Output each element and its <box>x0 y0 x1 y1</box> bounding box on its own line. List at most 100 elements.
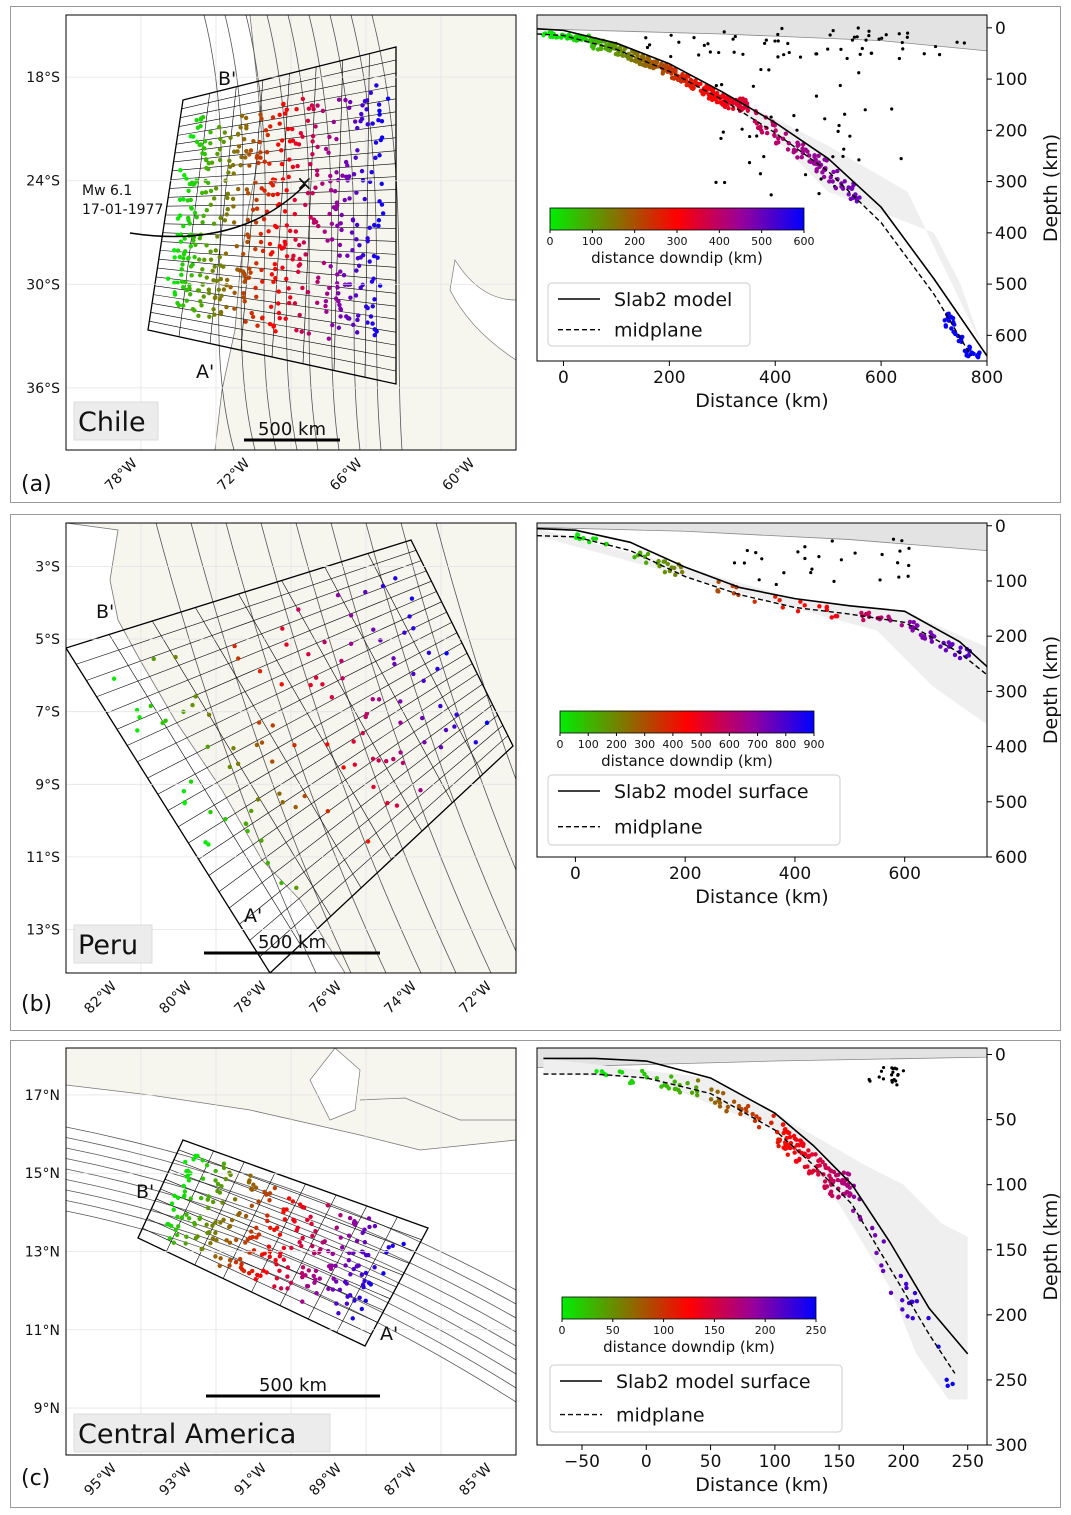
event-point <box>328 264 333 269</box>
event-point <box>896 1073 900 1077</box>
event-point <box>351 1266 356 1272</box>
event-point <box>731 37 735 41</box>
event-point <box>819 177 823 181</box>
event-point <box>270 723 275 728</box>
event-point <box>380 583 386 589</box>
event-point <box>266 1244 272 1249</box>
event-point <box>376 758 381 763</box>
event-point <box>363 589 368 595</box>
event-point <box>188 205 194 210</box>
event-point <box>756 1125 762 1130</box>
event-point <box>438 703 443 709</box>
event-point <box>328 187 334 193</box>
event-point <box>303 202 308 208</box>
event-point <box>255 1272 260 1278</box>
event-point <box>738 1111 743 1117</box>
x-tick-label: 0 <box>641 1452 652 1472</box>
event-point <box>300 1235 305 1241</box>
profile-label-a: A' <box>244 905 262 927</box>
lat-tick-label: 24°S <box>26 174 60 190</box>
event-point <box>731 1099 737 1104</box>
event-point <box>165 276 171 281</box>
event-point <box>330 1251 335 1257</box>
event-point <box>881 1077 886 1081</box>
event-point <box>308 215 313 220</box>
event-point <box>321 260 327 266</box>
event-point <box>323 298 329 304</box>
event-point <box>180 262 185 267</box>
event-point <box>836 1194 841 1200</box>
event-point <box>731 591 737 596</box>
event-point <box>217 1190 223 1195</box>
event-point <box>726 106 731 111</box>
event-point <box>787 1134 793 1140</box>
x-tick-label: 600 <box>865 368 897 388</box>
event-point <box>391 756 396 762</box>
event-point <box>309 103 315 108</box>
event-point <box>176 303 182 308</box>
event-point <box>227 764 233 770</box>
event-point <box>301 1205 307 1210</box>
event-point <box>679 569 685 575</box>
event-point <box>245 217 251 223</box>
scale-bar-label: 500 km <box>259 1375 327 1396</box>
event-point <box>817 555 821 559</box>
event-point <box>752 599 757 604</box>
event-point <box>239 113 245 119</box>
event-point <box>824 1184 830 1189</box>
event-point <box>211 307 216 312</box>
colorbar-label: distance downdip (km) <box>601 752 773 770</box>
event-point <box>366 1280 372 1286</box>
event-point <box>187 292 193 297</box>
event-point <box>937 52 942 57</box>
event-point <box>213 1230 218 1236</box>
event-point <box>305 1217 310 1223</box>
event-point <box>787 1145 793 1151</box>
event-point <box>354 190 359 195</box>
event-point <box>712 95 717 101</box>
event-point <box>239 1262 244 1267</box>
event-point <box>874 1250 879 1256</box>
event-point <box>284 276 289 282</box>
lat-tick-label: 11°S <box>26 850 60 866</box>
event-point <box>798 599 803 604</box>
event-point <box>803 173 808 177</box>
event-point <box>272 1284 277 1289</box>
event-point <box>267 161 272 166</box>
event-point <box>177 197 183 203</box>
event-point <box>309 1221 314 1227</box>
event-point <box>300 96 306 102</box>
event-point <box>306 106 312 111</box>
event-point <box>173 1227 178 1232</box>
event-point <box>338 307 344 312</box>
event-point <box>239 154 244 160</box>
event-point <box>254 742 260 748</box>
event-point <box>264 1192 269 1197</box>
event-point <box>254 197 259 203</box>
event-point <box>358 255 363 260</box>
event-point <box>367 1224 372 1230</box>
profile-label-a: A' <box>196 361 214 383</box>
y-axis-label: Depth (km) <box>1040 134 1062 242</box>
event-point <box>208 188 214 194</box>
event-point <box>890 1080 894 1084</box>
event-point <box>381 1271 386 1276</box>
event-point <box>326 1286 331 1292</box>
event-point <box>948 314 954 320</box>
event-point <box>361 1284 366 1290</box>
slab-contour <box>155 523 317 973</box>
lon-tick-label: 78°W <box>102 455 141 494</box>
plot-area <box>537 1048 987 1400</box>
event-point <box>975 353 980 359</box>
event-point <box>311 106 316 112</box>
event-point <box>962 41 966 45</box>
event-point <box>473 740 478 745</box>
event-point <box>202 139 208 144</box>
slab-contour <box>66 1200 516 1389</box>
event-point <box>857 195 862 200</box>
slab2-line <box>537 28 987 357</box>
event-point <box>370 756 376 761</box>
event-point <box>348 613 354 618</box>
event-point <box>370 121 375 126</box>
event-point <box>945 1383 950 1389</box>
